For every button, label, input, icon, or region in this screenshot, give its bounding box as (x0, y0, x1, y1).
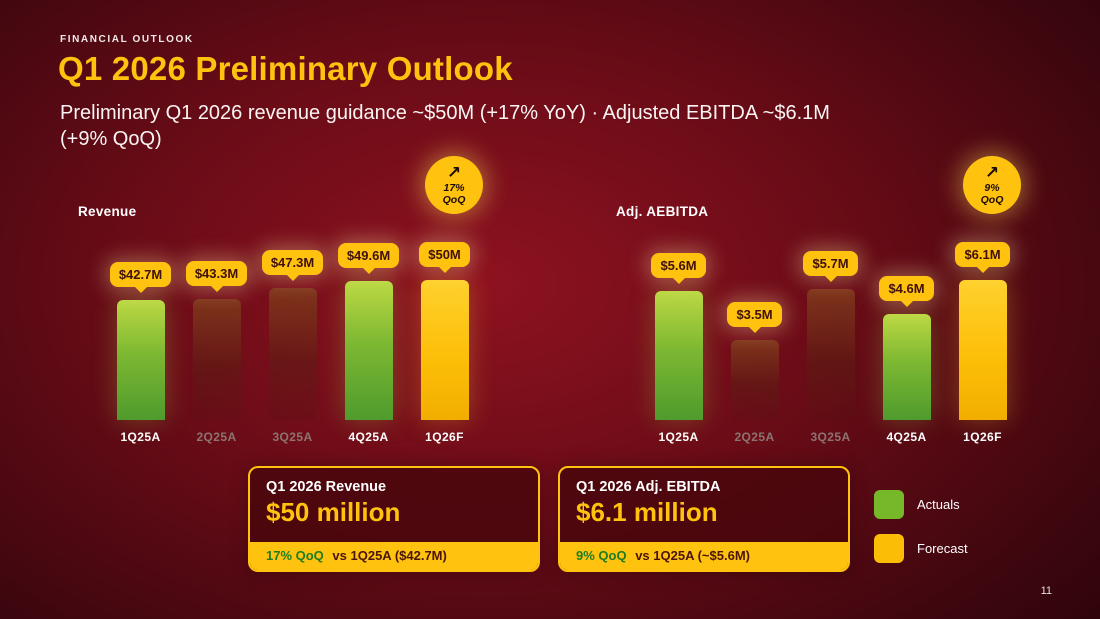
page-title: Q1 2026 Preliminary Outlook (58, 50, 513, 87)
value-label-pill: $43.3M (185, 261, 248, 286)
category-label: 2Q25A (196, 430, 237, 444)
value-label-pill: $5.7M (803, 251, 858, 276)
bars-row: $42.7M 1Q25A $43.3M 2Q25A $47.3M 3Q25A $49.6M 4… (70, 242, 515, 446)
category-label: 3Q25A (810, 430, 851, 444)
card-strip: 17% QoQ vs 1Q25A ($42.7M) (250, 542, 538, 570)
badge-label: QoQ (980, 194, 1004, 206)
legend-label: Actuals (917, 497, 960, 512)
value-label-pill: $5.6M (651, 253, 706, 278)
chart-title: Revenue (78, 204, 137, 219)
bar (882, 314, 931, 420)
subtitle: Preliminary Q1 2026 revenue guidance ~$5… (60, 102, 830, 151)
bar-column-1Q26F: $6.1M 1Q26F (955, 242, 1010, 446)
card-value: $50 million (266, 497, 401, 527)
category-label: 1Q25A (120, 430, 161, 444)
card-title: Q1 2026 Revenue (266, 479, 387, 495)
bar (192, 299, 241, 420)
value-label-pill: $6.1M (955, 242, 1010, 267)
bar (420, 280, 469, 420)
bar-column-3Q25A: $5.7M 3Q25A (803, 251, 858, 446)
legend-label: Forecast (917, 541, 968, 556)
chart-title: Adj. AEBITDA (616, 204, 709, 219)
badge-value: 17% (443, 181, 465, 194)
legend: Actuals Forecast (874, 490, 968, 578)
ebitda-chart: Adj. AEBITDA ↗ 9% QoQ $5.6M 1Q25A $3.5M 2Q2… (608, 156, 1053, 446)
bar-column-3Q25A: $47.3M 3Q25A (261, 250, 324, 446)
card-value: $6.1 million (576, 497, 718, 527)
bar (730, 340, 779, 420)
revenue-summary-card: Q1 2026 Revenue $50 million 17% QoQ vs 1… (248, 466, 540, 572)
legend-item-actuals: Actuals (874, 490, 968, 519)
bar (344, 281, 393, 420)
category-label: 1Q26F (963, 430, 1002, 444)
category-label: 3Q25A (272, 430, 313, 444)
qoq-badge: ↗ 17% QoQ (425, 156, 483, 214)
value-label-pill: $49.6M (337, 243, 400, 268)
card-delta: 9% QoQ (576, 548, 627, 563)
eyebrow: FINANCIAL OUTLOOK (60, 34, 194, 45)
legend-item-forecast: Forecast (874, 534, 968, 563)
category-label: 2Q25A (734, 430, 775, 444)
revenue-chart: Revenue ↗ 17% QoQ $42.7M 1Q25A $43.3M 2Q25A… (70, 156, 515, 446)
bar (654, 291, 703, 420)
arrow-up-right-icon: ↗ (446, 162, 462, 182)
badge-value: 9% (984, 181, 1000, 194)
actuals-swatch-icon (874, 490, 904, 519)
bars-row: $5.6M 1Q25A $3.5M 2Q25A $5.7M 3Q25A $4.6M 4Q25A… (608, 242, 1053, 446)
card-delta: 17% QoQ (266, 548, 324, 563)
qoq-badge: ↗ 9% QoQ (963, 156, 1021, 214)
card-strip: 9% QoQ vs 1Q25A (~$5.6M) (560, 542, 848, 570)
value-label-pill: $47.3M (261, 250, 324, 275)
card-title: Q1 2026 Adj. EBITDA (576, 479, 721, 495)
forecast-swatch-icon (874, 534, 904, 563)
page-number: 11 (1040, 585, 1052, 597)
category-label: 1Q26F (425, 430, 464, 444)
bar-column-4Q25A: $49.6M 4Q25A (337, 243, 400, 446)
category-label: 1Q25A (658, 430, 699, 444)
bar (806, 289, 855, 420)
value-label-pill: $50M (419, 242, 470, 267)
bar-column-1Q26F: $50M 1Q26F (419, 242, 470, 446)
value-label-pill: $3.5M (727, 302, 782, 327)
category-label: 4Q25A (348, 430, 389, 444)
value-label-pill: $4.6M (879, 276, 934, 301)
badge-label: QoQ (442, 194, 466, 206)
value-label-pill: $42.7M (109, 262, 172, 287)
bar (116, 300, 165, 420)
category-label: 4Q25A (886, 430, 927, 444)
ebitda-summary-card: Q1 2026 Adj. EBITDA $6.1 million 9% QoQ … (558, 466, 850, 572)
arrow-up-right-icon: ↗ (984, 162, 1000, 182)
card-comparison: vs 1Q25A ($42.7M) (332, 548, 447, 563)
card-comparison: vs 1Q25A (~$5.6M) (635, 548, 750, 563)
bar-column-1Q25A: $42.7M 1Q25A (109, 262, 172, 446)
bar (958, 280, 1007, 420)
bar-column-4Q25A: $4.6M 4Q25A (879, 276, 934, 446)
bar (268, 288, 317, 420)
bar-column-2Q25A: $43.3M 2Q25A (185, 261, 248, 446)
bar-column-1Q25A: $5.6M 1Q25A (651, 253, 706, 446)
bar-column-2Q25A: $3.5M 2Q25A (727, 302, 782, 446)
